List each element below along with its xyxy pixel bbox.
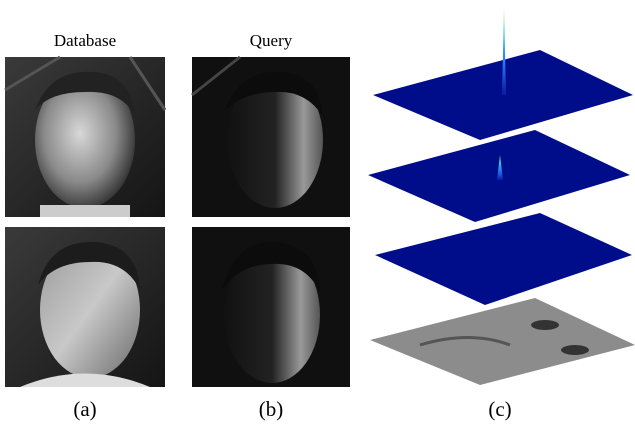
figure: Database Query bbox=[0, 0, 635, 424]
face-image bbox=[192, 227, 350, 387]
panel-label: (b) bbox=[259, 397, 284, 421]
panel-title: Query bbox=[250, 31, 293, 50]
face-image bbox=[5, 227, 165, 387]
panel-title: Database bbox=[54, 31, 116, 50]
face-image bbox=[5, 57, 165, 217]
panel-label: (a) bbox=[73, 397, 96, 421]
face-image bbox=[192, 57, 350, 217]
response-plane bbox=[375, 213, 632, 305]
image-plane bbox=[370, 298, 635, 385]
response-plane bbox=[373, 8, 633, 140]
response-plane bbox=[368, 130, 630, 222]
panel-label: (c) bbox=[488, 397, 511, 421]
